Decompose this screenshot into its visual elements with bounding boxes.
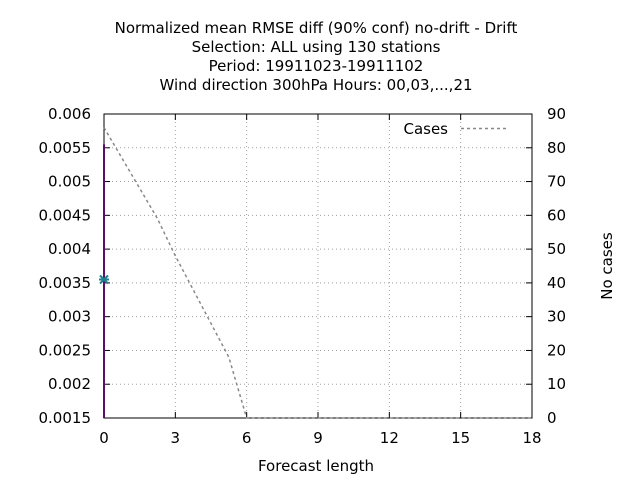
title-line: Normalized mean RMSE diff (90% conf) no-…	[115, 19, 518, 37]
x-axis-label: Forecast length	[258, 457, 374, 475]
y-tick-label: 0.003	[48, 308, 91, 326]
y2-tick-label: 70	[547, 173, 566, 191]
y2-tick-label: 20	[547, 341, 566, 359]
y-tick-labels: 0.0015 0.002 0.0025 0.003 0.0035 0.004 0.0045 0…	[39, 105, 92, 427]
x-tick-label: 3	[171, 429, 181, 447]
y2-tick-label: 40	[547, 274, 566, 292]
title-line: Wind direction 300hPa Hours: 00,03,...,2…	[159, 76, 472, 94]
y-tick-label: 0.0015	[39, 409, 92, 427]
y-tick-label: 0.005	[48, 173, 91, 191]
y2-tick-label: 50	[547, 240, 566, 258]
data-point-marker	[99, 274, 109, 285]
y-tick-label: 0.002	[48, 375, 91, 393]
legend-label-cases: Cases	[403, 120, 448, 138]
y2-tick-label: 0	[547, 409, 557, 427]
title-line: Selection: ALL using 130 stations	[192, 38, 441, 56]
chart-title: Normalized mean RMSE diff (90% conf) no-…	[115, 19, 518, 94]
x-tick-label: 12	[380, 429, 399, 447]
y-tick-label: 0.0045	[39, 206, 92, 224]
y-tick-label: 0.006	[48, 105, 91, 123]
y-tick-label: 0.0035	[39, 274, 92, 292]
series-layer	[99, 127, 532, 419]
y2-tick-labels: 0 10 20 30 40 50 60 70 80 90	[547, 105, 566, 427]
y2-tick-label: 60	[547, 206, 566, 224]
y2-tick-label: 90	[547, 105, 566, 123]
series-line-cases	[103, 127, 532, 419]
x-tick-label: 15	[451, 429, 470, 447]
x-tick-label: 18	[522, 429, 541, 447]
x-tick-labels: 0 3 6 9 12 15 18	[99, 429, 541, 447]
y2-tick-label: 10	[547, 375, 566, 393]
legend: Cases	[403, 120, 507, 138]
x-tick-label: 0	[99, 429, 109, 447]
y2-axis-label: No cases	[598, 232, 616, 300]
y-tick-label: 0.0025	[39, 341, 92, 359]
y2-tick-label: 80	[547, 139, 566, 157]
y-tick-label: 0.004	[48, 240, 91, 258]
y2-tick-label: 30	[547, 308, 566, 326]
y-tick-label: 0.0055	[39, 139, 92, 157]
x-tick-label: 9	[313, 429, 323, 447]
x-tick-label: 6	[242, 429, 252, 447]
grid-lines	[104, 114, 532, 418]
title-line: Period: 19911023-19911102	[209, 57, 424, 75]
